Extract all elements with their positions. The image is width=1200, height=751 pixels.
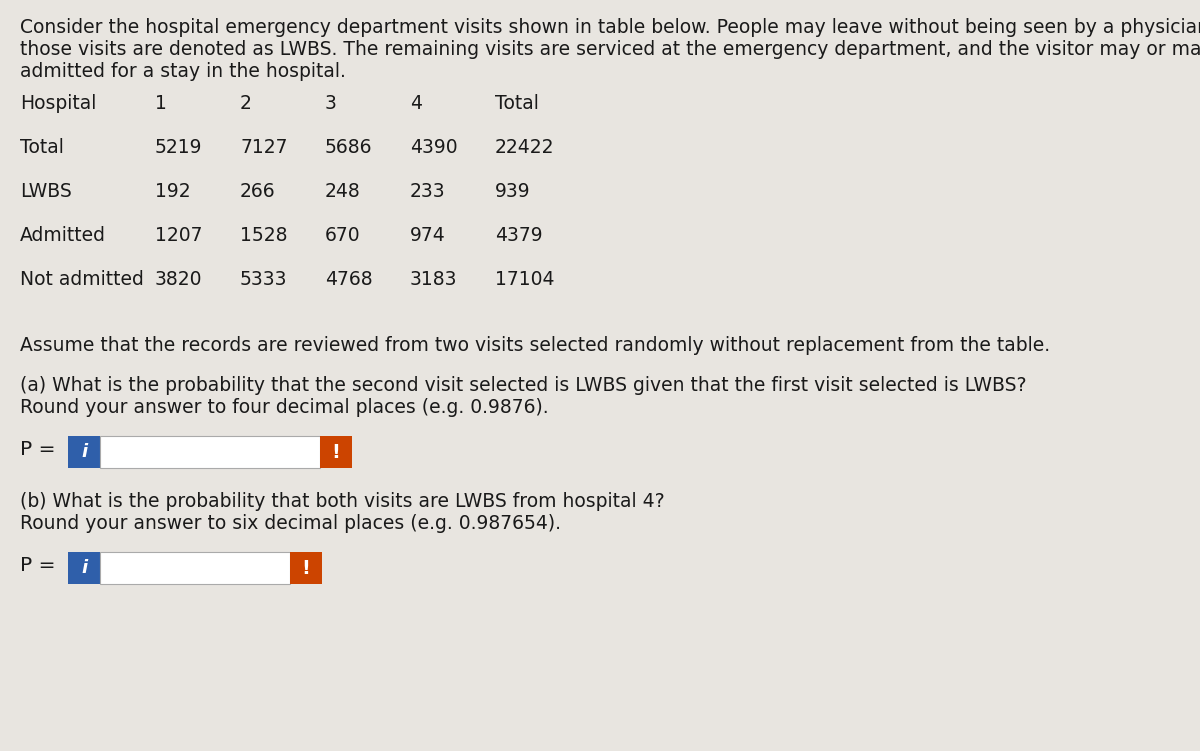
Text: !: ! bbox=[301, 559, 311, 578]
Text: 4379: 4379 bbox=[496, 226, 542, 245]
Text: 7127: 7127 bbox=[240, 138, 288, 157]
Text: LWBS: LWBS bbox=[20, 182, 72, 201]
Text: admitted for a stay in the hospital.: admitted for a stay in the hospital. bbox=[20, 62, 346, 81]
Text: Total: Total bbox=[496, 94, 539, 113]
Text: 1207: 1207 bbox=[155, 226, 203, 245]
Text: 266: 266 bbox=[240, 182, 276, 201]
Text: those visits are denoted as LWBS. The remaining visits are serviced at the emerg: those visits are denoted as LWBS. The re… bbox=[20, 40, 1200, 59]
Text: Not admitted: Not admitted bbox=[20, 270, 144, 289]
Text: (b) What is the probability that both visits are LWBS from hospital 4?: (b) What is the probability that both vi… bbox=[20, 492, 665, 511]
Text: 248: 248 bbox=[325, 182, 361, 201]
Text: 3183: 3183 bbox=[410, 270, 457, 289]
Text: 4768: 4768 bbox=[325, 270, 373, 289]
Text: 17104: 17104 bbox=[496, 270, 554, 289]
Text: (a) What is the probability that the second visit selected is LWBS given that th: (a) What is the probability that the sec… bbox=[20, 376, 1026, 395]
Text: 670: 670 bbox=[325, 226, 361, 245]
Text: i: i bbox=[80, 559, 88, 577]
Text: P =: P = bbox=[20, 556, 55, 575]
Text: 5219: 5219 bbox=[155, 138, 203, 157]
Text: Round your answer to four decimal places (e.g. 0.9876).: Round your answer to four decimal places… bbox=[20, 398, 548, 417]
Text: 3: 3 bbox=[325, 94, 337, 113]
Text: 22422: 22422 bbox=[496, 138, 554, 157]
Text: Consider the hospital emergency department visits shown in table below. People m: Consider the hospital emergency departme… bbox=[20, 18, 1200, 37]
Text: 4390: 4390 bbox=[410, 138, 457, 157]
Text: 5333: 5333 bbox=[240, 270, 288, 289]
Text: P =: P = bbox=[20, 440, 55, 459]
Text: 1: 1 bbox=[155, 94, 167, 113]
Bar bbox=[100, 552, 290, 584]
Text: 939: 939 bbox=[496, 182, 530, 201]
Text: Round your answer to six decimal places (e.g. 0.987654).: Round your answer to six decimal places … bbox=[20, 514, 562, 533]
Text: 4: 4 bbox=[410, 94, 422, 113]
Bar bbox=[68, 436, 100, 468]
Bar bbox=[68, 552, 100, 584]
Text: 233: 233 bbox=[410, 182, 445, 201]
Text: i: i bbox=[80, 443, 88, 461]
Text: 192: 192 bbox=[155, 182, 191, 201]
Text: 1528: 1528 bbox=[240, 226, 288, 245]
Text: 2: 2 bbox=[240, 94, 252, 113]
Bar bbox=[320, 436, 352, 468]
Text: Admitted: Admitted bbox=[20, 226, 106, 245]
Text: !: ! bbox=[331, 442, 341, 462]
Bar bbox=[100, 436, 320, 468]
Text: Assume that the records are reviewed from two visits selected randomly without r: Assume that the records are reviewed fro… bbox=[20, 336, 1050, 355]
Bar bbox=[290, 552, 322, 584]
Text: Hospital: Hospital bbox=[20, 94, 96, 113]
Text: 974: 974 bbox=[410, 226, 445, 245]
Text: 3820: 3820 bbox=[155, 270, 203, 289]
Text: Total: Total bbox=[20, 138, 64, 157]
Text: 5686: 5686 bbox=[325, 138, 372, 157]
